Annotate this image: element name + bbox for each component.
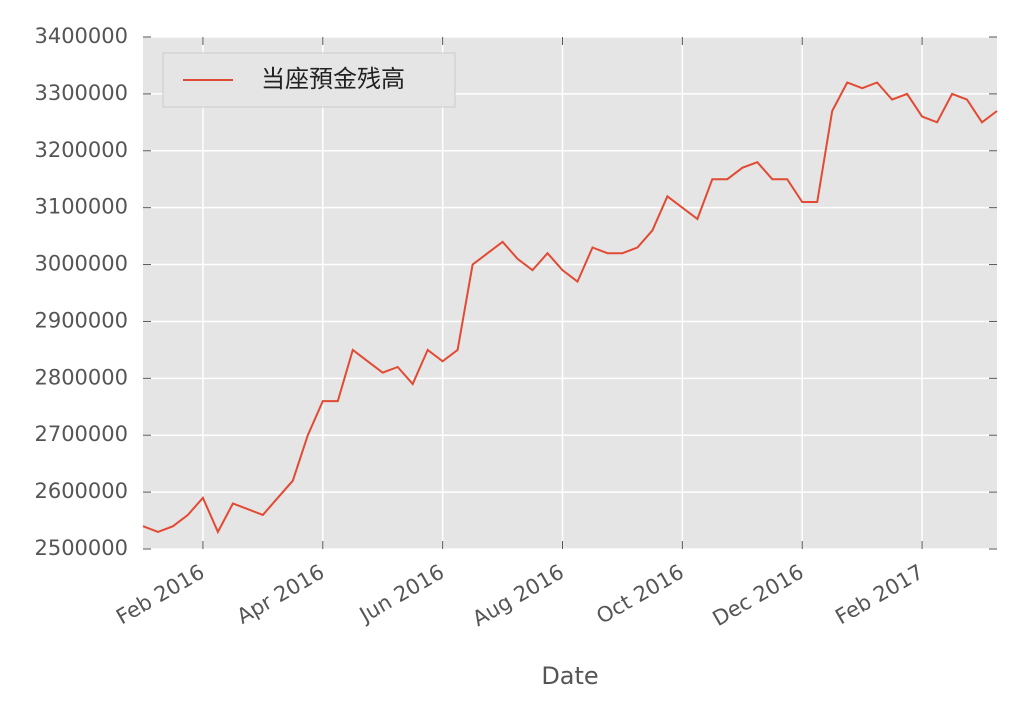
y-tick-label: 2600000 [34,479,128,503]
x-tick-label: Feb 2016 [112,560,208,629]
y-tick-label: 2900000 [34,308,128,332]
y-tick-label: 3300000 [34,81,128,105]
y-tick-label: 2800000 [34,365,128,389]
y-tick-label: 3000000 [34,252,128,276]
x-tick-label: Aug 2016 [468,560,568,631]
plot-area [143,37,997,549]
y-tick-label: 3100000 [34,195,128,219]
y-tick-label: 3200000 [34,138,128,162]
y-tick-label: 2700000 [34,422,128,446]
x-tick-label: Oct 2016 [592,560,688,629]
data-line [142,81,998,535]
y-tick-label: 2500000 [34,536,128,560]
legend-label: 当座預金残高 [261,65,405,93]
x-tick-label: Feb 2017 [831,560,927,629]
y-tick-label: 3400000 [34,24,128,48]
x-tick-label: Jun 2016 [354,560,448,628]
x-axis-title: Date [541,662,598,690]
x-tick-label: Dec 2016 [708,560,807,631]
x-tick-label: Apr 2016 [233,560,329,629]
